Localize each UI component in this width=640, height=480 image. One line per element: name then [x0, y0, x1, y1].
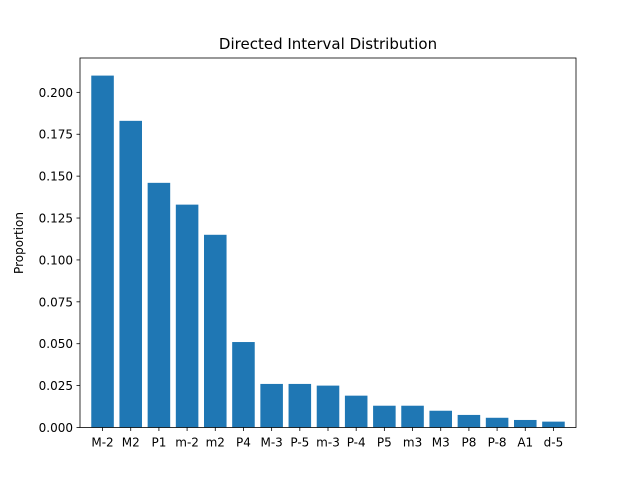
x-tick-label: P-8 [488, 436, 507, 450]
x-tick-label: P1 [151, 436, 166, 450]
bar-A1 [514, 419, 537, 428]
y-tick-label: 0.000 [39, 421, 73, 435]
bar-P5 [373, 405, 396, 428]
bar-m-3 [316, 385, 340, 428]
bar-P1 [147, 182, 171, 428]
plot-frame [79, 57, 577, 428]
bar-m3 [401, 405, 424, 428]
y-tick-label: 0.075 [39, 295, 73, 309]
bar-m2 [204, 234, 227, 428]
bar-d-5 [542, 421, 565, 428]
x-tick-label: M-3 [260, 436, 282, 450]
x-tick-label: m2 [206, 436, 225, 450]
x-tick-label: A1 [517, 436, 533, 450]
bar-M-2 [91, 75, 114, 428]
y-axis: 0.000 0.025 0.050 0.075 0.100 0.125 0.150 0.175… [39, 86, 80, 435]
x-tick-label: d-5 [544, 436, 564, 450]
chart-title: Directed Interval Distribution [219, 35, 437, 53]
bar-P8 [457, 414, 481, 428]
x-tick-label: M2 [122, 436, 140, 450]
x-tick-label: P5 [377, 436, 392, 450]
x-tick-label: P4 [236, 436, 251, 450]
y-tick-label: 0.175 [39, 128, 73, 142]
x-tick-label: P8 [461, 436, 476, 450]
y-tick-label: 0.100 [39, 253, 73, 267]
bar-P-5 [288, 383, 312, 428]
bar-M-3 [260, 383, 283, 428]
y-tick-label: 0.125 [39, 212, 73, 226]
x-tick-label: M3 [432, 436, 450, 450]
y-tick-label: 0.200 [39, 86, 73, 100]
y-tick-label: 0.025 [39, 379, 73, 393]
bars-group [91, 75, 565, 428]
x-axis: M-2 M2 P1 m-2 m2 P4 M-3 P-5 m-3 P-4 P5 m3 M3 P8 P-8 A1 d… [91, 427, 564, 450]
bar-M3 [429, 410, 452, 428]
y-tick-label: 0.050 [39, 337, 73, 351]
y-tick-label: 0.150 [39, 170, 73, 184]
bar-m-2 [175, 204, 199, 428]
x-tick-label: m-2 [175, 436, 199, 450]
x-tick-label: P-4 [347, 436, 366, 450]
x-tick-label: m3 [403, 436, 422, 450]
bar-M2 [119, 120, 142, 428]
x-tick-label: m-3 [316, 436, 340, 450]
x-tick-label: M-2 [91, 436, 113, 450]
bar-P-8 [485, 417, 509, 428]
bar-P4 [232, 342, 255, 428]
bar-P-4 [344, 395, 368, 428]
y-axis-label: Proportion [12, 212, 26, 274]
x-tick-label: P-5 [290, 436, 309, 450]
